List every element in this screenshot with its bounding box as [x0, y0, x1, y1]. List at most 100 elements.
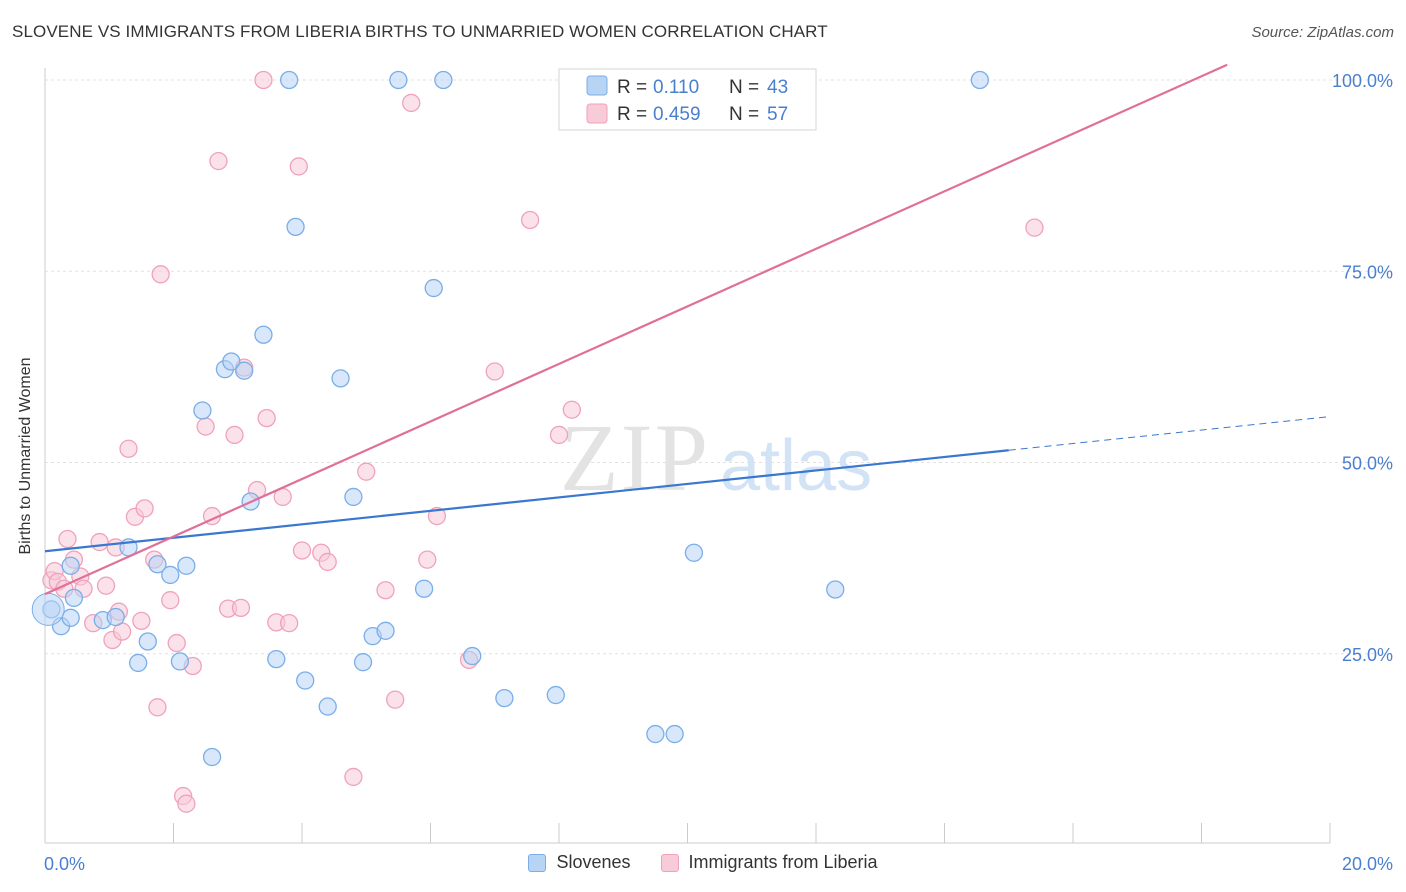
chart-title: SLOVENE VS IMMIGRANTS FROM LIBERIA BIRTH… — [12, 22, 828, 41]
point-liberia-45 — [357, 462, 376, 481]
trend-line-liberia — [44, 63, 1228, 596]
point-liberia-32 — [231, 598, 251, 617]
point-slovenes-9 — [138, 632, 157, 651]
y-tick-label-75: 75.0% — [1342, 262, 1393, 282]
point-liberia-57 — [1025, 218, 1044, 237]
legend-label-liberia: Immigrants from Liberia — [688, 852, 878, 872]
legend-item-slovenes[interactable]: Slovenes — [528, 852, 631, 873]
point-liberia-4 — [58, 529, 77, 549]
point-slovenes-3 — [64, 588, 84, 608]
x-tick-label-max: 20.0% — [1342, 854, 1393, 874]
legend-r-label-1: R = — [617, 77, 647, 98]
point-slovenes-37 — [546, 685, 565, 705]
point-slovenes-35 — [463, 646, 482, 666]
point-liberia-52 — [485, 362, 504, 381]
trend-extension-slovenes — [1008, 416, 1331, 451]
point-slovenes-41 — [826, 580, 845, 599]
point-slovenes-15 — [202, 747, 222, 767]
point-liberia-41 — [292, 541, 312, 560]
watermark-zip: ZIP — [560, 404, 710, 511]
point-liberia-55 — [562, 400, 581, 419]
point-slovenes-cluster — [31, 592, 65, 626]
point-slovenes-40 — [684, 543, 704, 562]
point-liberia-10 — [96, 576, 116, 595]
legend-item-liberia[interactable]: Immigrants from Liberia — [660, 852, 878, 873]
point-liberia-31 — [225, 425, 244, 445]
point-slovenes-33 — [424, 278, 443, 298]
point-liberia-20 — [148, 698, 167, 717]
x-tick-label-min: 0.0% — [44, 854, 85, 874]
point-slovenes-38 — [646, 724, 665, 744]
point-liberia-47 — [386, 690, 405, 709]
legend-r-label-2: R = — [617, 104, 647, 125]
point-liberia-36 — [257, 408, 276, 428]
point-liberia-53 — [520, 210, 540, 230]
point-slovenes-20 — [254, 325, 273, 344]
point-slovenes-36 — [495, 688, 514, 708]
point-slovenes-42 — [970, 70, 989, 90]
tick-labels: 25.0% 50.0% 75.0% 100.0% 0.0% 20.0% — [44, 71, 1393, 874]
legend-n-label-1: N = — [729, 77, 759, 98]
watermark: ZIP atlas — [560, 404, 872, 511]
point-liberia-15 — [119, 439, 138, 458]
point-liberia-49 — [418, 550, 437, 569]
point-liberia-35 — [254, 70, 273, 90]
series-legend: Slovenes Immigrants from Liberia — [0, 852, 1406, 873]
point-liberia-25 — [177, 794, 196, 813]
watermark-atlas: atlas — [720, 426, 872, 506]
point-slovenes-14 — [193, 401, 212, 420]
point-liberia-46 — [376, 581, 395, 600]
legend-swatch-liberia — [586, 103, 608, 124]
point-liberia-23 — [167, 633, 186, 653]
point-liberia-17 — [132, 611, 151, 631]
trend-lines — [44, 63, 1331, 596]
legend-n-value-2: 57 — [767, 104, 788, 125]
legend-r-value-1: 0.110 — [653, 77, 699, 98]
axes — [44, 68, 1331, 844]
slovenes-swatch — [528, 853, 547, 872]
point-slovenes-26 — [331, 369, 350, 388]
point-liberia-50 — [427, 506, 447, 526]
point-slovenes-6 — [106, 607, 125, 627]
point-slovenes-39 — [665, 724, 684, 744]
point-slovenes-10 — [148, 555, 167, 574]
trend-line-slovenes — [44, 449, 1009, 553]
point-liberia-40 — [289, 157, 308, 176]
y-tick-label-50: 50.0% — [1342, 454, 1393, 474]
point-slovenes-18 — [235, 361, 254, 380]
legend-label-slovenes: Slovenes — [556, 852, 631, 872]
correlation-legend: R = 0.110 N = 43 R = 0.459 N = 57 — [558, 68, 817, 131]
point-slovenes-22 — [279, 70, 299, 90]
legend-n-label-2: N = — [729, 104, 759, 125]
point-liberia-9 — [90, 532, 109, 552]
point-slovenes-24 — [296, 671, 315, 690]
point-liberia-39 — [279, 614, 299, 633]
point-slovenes-12 — [170, 652, 190, 671]
point-slovenes-2 — [61, 556, 80, 575]
point-slovenes-21 — [267, 649, 286, 669]
point-liberia-29 — [209, 151, 228, 171]
point-liberia-43 — [318, 552, 337, 572]
point-slovenes-31 — [389, 70, 408, 90]
source-label: Source: ZipAtlas.com — [1251, 24, 1394, 41]
point-slovenes-25 — [318, 697, 337, 716]
point-liberia-44 — [344, 767, 363, 787]
point-slovenes-34 — [434, 70, 453, 90]
point-liberia-48 — [402, 93, 421, 113]
liberia-swatch — [660, 853, 679, 872]
point-slovenes-30 — [376, 621, 395, 640]
point-liberia-27 — [196, 417, 215, 436]
y-tick-label-100: 100.0% — [1332, 71, 1393, 91]
point-liberia-22 — [161, 591, 180, 610]
legend-n-value-1: 43 — [767, 77, 788, 98]
point-slovenes-4 — [61, 608, 80, 627]
point-slovenes-13 — [177, 556, 196, 575]
point-liberia-21 — [151, 265, 170, 284]
point-slovenes-17 — [222, 352, 241, 371]
point-slovenes-28 — [353, 653, 373, 672]
legend-r-value-2: 0.459 — [653, 104, 701, 125]
y-tick-label-25: 25.0% — [1342, 645, 1393, 665]
point-slovenes-11 — [161, 565, 180, 585]
point-slovenes-32 — [414, 579, 434, 598]
